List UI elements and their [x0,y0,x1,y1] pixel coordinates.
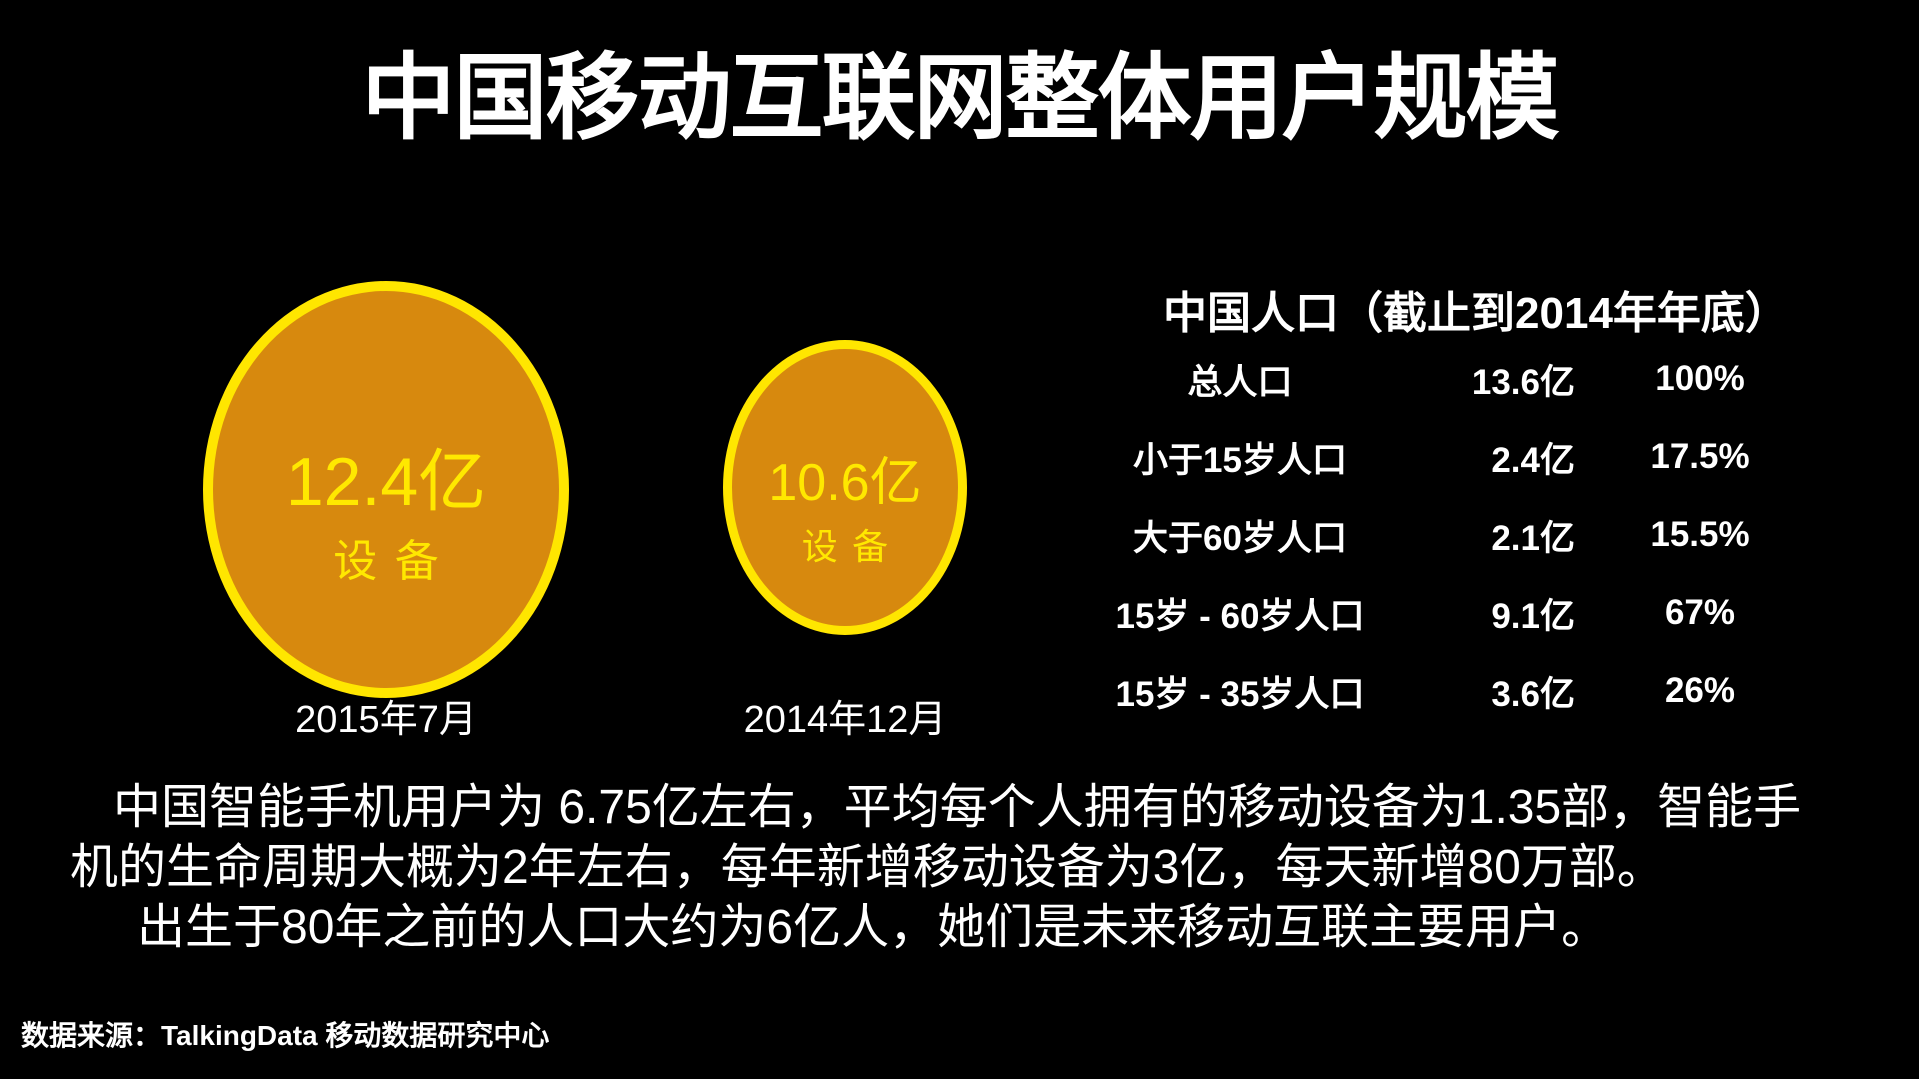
row-label: 大于60岁人口 [1133,518,1347,558]
table-row: 大于60岁人口 2.1亿 15.5% [1100,496,1852,574]
row-value: 3.6亿 [1491,674,1575,714]
row-percent: 100% [1655,359,1745,398]
row-value: 9.1亿 [1491,596,1575,636]
device-bubble-2015: 12.4亿 设备 [203,281,569,698]
bubble-value: 10.6亿 [768,453,922,512]
bubble-unit-label: 设备 [801,526,903,568]
table-row: 15岁 - 60岁人口 9.1亿 67% [1100,574,1852,652]
bubble-date-label-2015: 2015年7月 [295,699,477,741]
table-row: 15岁 - 35岁人口 3.6亿 26% [1100,652,1852,730]
row-percent: 15.5% [1650,515,1750,554]
population-table-rows: 总人口 13.6亿 100% 小于15岁人口 2.4亿 17.5% 大于60岁人… [1100,340,1852,730]
row-percent: 26% [1664,671,1736,710]
bubble-value: 12.4亿 [285,443,487,520]
summary-paragraph: 中国智能手机用户为 6.75亿左右，平均每个人拥有的移动设备为1.35部，智能手… [0,778,1919,958]
bubble-date-label-2014: 2014年12月 [743,699,947,741]
row-label: 15岁 - 60岁人口 [1115,596,1365,636]
row-value: 13.6亿 [1471,362,1575,402]
device-bubble-2014: 10.6亿 设备 [723,340,967,635]
row-label: 15岁 - 35岁人口 [1115,674,1365,714]
summary-line: 机的生命周期大概为2年左右，每年新增移动设备为3亿，每天新增80万部。 [70,841,1665,894]
table-row: 总人口 13.6亿 100% [1100,340,1852,418]
row-percent: 17.5% [1650,437,1750,476]
summary-line: 出生于80年之前的人口大约为6亿人，她们是未来移动互联主要用户。 [137,901,1610,954]
table-row: 小于15岁人口 2.4亿 17.5% [1100,418,1852,496]
population-table-title: 中国人口（截止到2014年年底） [1163,289,1789,338]
summary-line: 中国智能手机用户为 6.75亿左右，平均每个人拥有的移动设备为1.35部，智能手 [113,781,1802,834]
row-label: 总人口 [1187,362,1293,402]
row-value: 2.4亿 [1491,440,1575,480]
row-label: 小于15岁人口 [1133,440,1347,480]
row-percent: 67% [1664,593,1736,632]
bubble-unit-label: 设备 [333,537,457,587]
page-title: 中国移动互联网整体用户规模 [361,45,1559,150]
population-table: 中国人口（截止到2014年年底） 总人口 13.6亿 100% 小于15岁人口 … [1100,288,1852,730]
data-source-note: 数据来源：TalkingData 移动数据研究中心 [21,1020,550,1051]
row-value: 2.1亿 [1491,518,1575,558]
